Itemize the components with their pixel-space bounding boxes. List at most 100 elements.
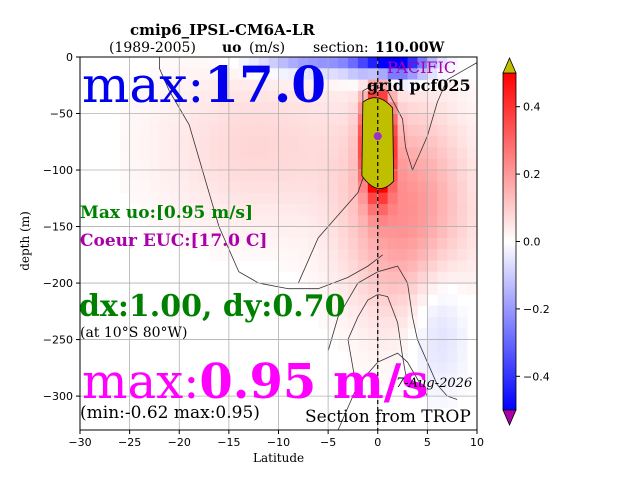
heatmap-cell — [129, 158, 141, 171]
heatmap-cell — [437, 147, 448, 160]
isotherm-contour — [327, 265, 458, 400]
y-tick-label: −200 — [43, 277, 73, 290]
heatmap-cell — [357, 339, 369, 352]
heatmap-cell — [407, 226, 418, 239]
heatmap-cell — [199, 68, 210, 81]
heatmap-cell — [298, 136, 309, 148]
heatmap-cell — [338, 181, 349, 194]
heatmap-cell — [417, 147, 428, 160]
heatmap-cell — [278, 158, 289, 171]
heatmap-cell — [268, 68, 279, 81]
heatmap-cell — [387, 68, 399, 81]
heatmap-cell — [189, 181, 200, 194]
heatmap-cell — [387, 57, 399, 69]
heatmap-cell — [209, 79, 220, 92]
heatmap-cell — [447, 362, 458, 374]
heatmap-cell — [308, 170, 319, 182]
heatmap-cell — [397, 203, 409, 216]
heatmap-cell — [447, 147, 458, 160]
heatmap-cell — [387, 181, 399, 194]
heatmap-cell — [248, 158, 260, 171]
heatmap-cell — [169, 203, 180, 216]
heatmap-cell — [367, 350, 379, 363]
heatmap-cell — [209, 57, 220, 69]
heatmap-cell — [417, 260, 428, 273]
heatmap-cell — [457, 339, 468, 352]
heatmap-cell — [457, 203, 468, 216]
heatmap-cell — [258, 192, 270, 205]
heatmap-cell — [308, 181, 319, 194]
heatmap-cell — [417, 113, 428, 126]
heatmap-cell — [179, 192, 190, 205]
heatmap-cell — [139, 102, 150, 115]
heatmap-cell — [447, 384, 458, 397]
heatmap-cell — [387, 339, 399, 352]
heatmap-cell — [328, 124, 339, 137]
heatmap-cell — [407, 294, 418, 307]
heatmap-cell — [298, 124, 309, 137]
heatmap-cell — [347, 68, 359, 81]
max-uo-label: Max uo:[0.95 m/s] — [80, 203, 254, 223]
heatmap-cell — [218, 226, 230, 239]
heatmap-cell — [397, 68, 409, 81]
heatmap-cell — [248, 249, 260, 261]
heatmap-cell — [318, 283, 329, 295]
heatmap-cell — [238, 102, 250, 115]
heatmap-cell — [318, 57, 329, 69]
heatmap-cell — [437, 328, 448, 341]
heatmap-cell — [238, 203, 250, 216]
heatmap-cell — [228, 124, 240, 137]
heatmap-cell — [347, 305, 359, 318]
heatmap-cell — [338, 113, 349, 126]
heatmap-cell — [377, 249, 389, 261]
heatmap-cell — [417, 181, 428, 194]
heatmap-cell — [357, 192, 369, 205]
heatmap-cell — [338, 102, 349, 115]
heatmap-cell — [377, 305, 389, 318]
heatmap-cell — [457, 373, 468, 386]
heatmap-cell — [278, 226, 289, 239]
heatmap-cell — [347, 294, 359, 307]
heatmap-cell — [139, 124, 150, 137]
heatmap-cell — [328, 181, 339, 194]
x-tick-label: −10 — [267, 436, 290, 449]
heatmap-cell — [258, 136, 270, 148]
heatmap-cell — [407, 305, 418, 318]
heatmap-cell — [308, 260, 319, 273]
heatmap-cell — [199, 102, 210, 115]
heatmap-cell — [447, 203, 458, 216]
heatmap-cell — [318, 90, 329, 103]
heatmap-cell — [347, 339, 359, 352]
heatmap-cell — [179, 79, 190, 92]
heatmap-cell — [437, 57, 448, 69]
heatmap-cell — [179, 158, 190, 171]
heatmap-cell — [447, 124, 458, 137]
heatmap-cell — [189, 57, 200, 69]
heatmap-cell — [457, 170, 468, 182]
heatmap-cell — [417, 136, 428, 148]
heatmap-cell — [377, 328, 389, 341]
heatmap-cell — [169, 181, 180, 194]
heatmap-cell — [268, 57, 279, 69]
heatmap-cell — [209, 113, 220, 126]
heatmap-cell — [149, 136, 160, 148]
heatmap-cell — [367, 271, 379, 284]
heatmap-cell — [328, 203, 339, 216]
heatmap-cell — [258, 181, 270, 194]
heatmap-cell — [318, 68, 329, 81]
heatmap-cell — [169, 79, 180, 92]
heatmap-cell — [318, 79, 329, 92]
heatmap-cell — [427, 237, 438, 250]
heatmap-cell — [427, 226, 438, 239]
heatmap-cell — [278, 79, 289, 92]
heatmap-cell — [189, 68, 200, 81]
heatmap-cell — [397, 305, 409, 318]
heatmap-cell — [437, 316, 448, 329]
y-tick-label: −150 — [43, 221, 73, 234]
heatmap-cell — [338, 328, 349, 341]
heatmap-cell — [228, 136, 240, 148]
heatmap-cell — [417, 215, 428, 228]
heatmap-cell — [387, 249, 399, 261]
heatmap-cell — [218, 237, 230, 250]
heatmap-cell — [387, 79, 399, 92]
